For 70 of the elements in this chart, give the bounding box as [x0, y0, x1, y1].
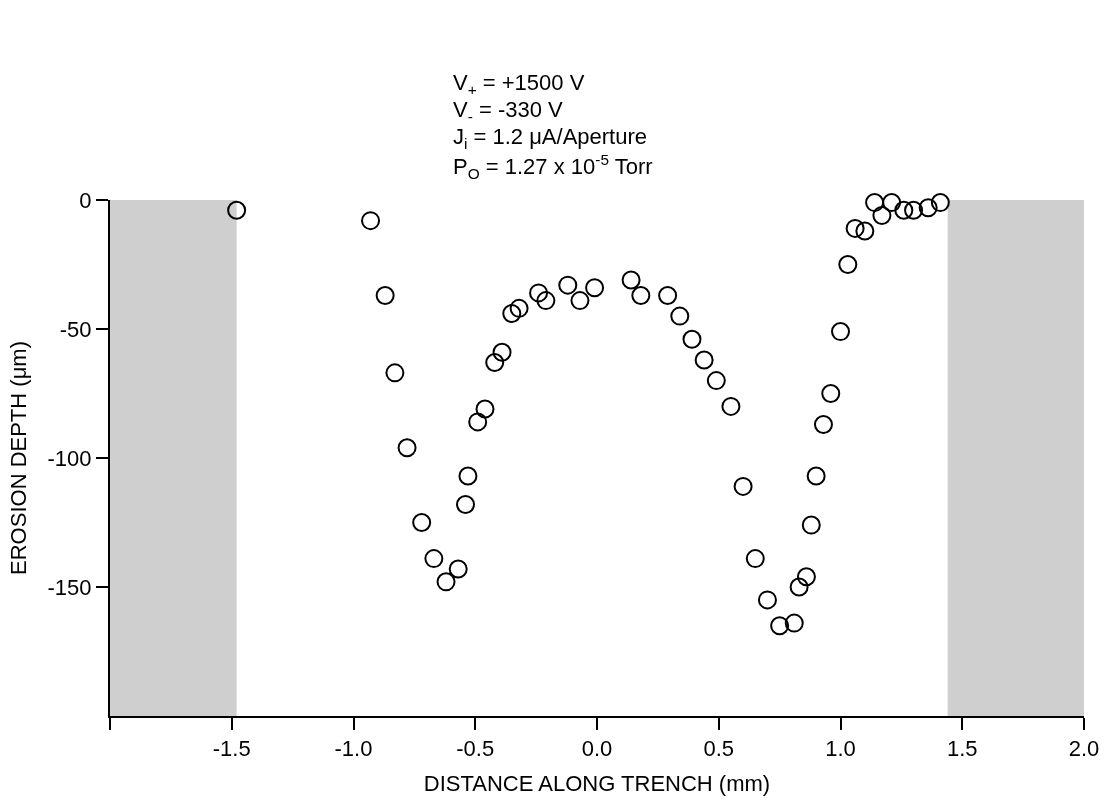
point	[509, 298, 529, 318]
point	[458, 466, 478, 486]
point	[502, 304, 522, 324]
y-tick-label: -50	[59, 316, 92, 342]
point	[227, 200, 247, 220]
point	[375, 285, 395, 305]
point	[456, 494, 476, 514]
point	[436, 572, 456, 592]
x-tick-label: 2.0	[1068, 736, 1100, 762]
point	[529, 283, 549, 303]
point	[536, 291, 556, 311]
point	[872, 205, 892, 225]
text: V$_{+}$ = +1500 V	[453, 70, 585, 98]
x-tick-label: 0.0	[581, 736, 613, 762]
point	[721, 396, 741, 416]
x-tick-label: 0.5	[703, 736, 735, 762]
point	[865, 193, 885, 213]
point	[918, 198, 938, 218]
point	[485, 353, 505, 373]
x-tick-label: 1.5	[946, 736, 978, 762]
point	[845, 218, 865, 238]
text: J$_{i}$ = 1.2 μA/Aperture	[453, 124, 648, 152]
point	[801, 515, 821, 535]
point	[694, 350, 714, 370]
point	[904, 200, 924, 220]
point	[894, 200, 914, 220]
point	[706, 371, 726, 391]
point	[475, 399, 495, 419]
point	[813, 414, 833, 434]
point	[882, 193, 902, 213]
point	[385, 363, 405, 383]
point	[745, 549, 765, 569]
point	[855, 221, 875, 241]
text: P$_{O}$ = 1.27 x 10$^{-5}$ Torr	[453, 151, 653, 182]
point	[424, 549, 444, 569]
y-tick-label: -100	[47, 445, 92, 471]
point	[658, 285, 678, 305]
point	[585, 278, 605, 298]
x-axis-title: DISTANCE ALONG TRENCH (mm)	[423, 770, 771, 796]
point	[682, 329, 702, 349]
point	[397, 438, 417, 458]
point	[757, 590, 777, 610]
point	[796, 567, 816, 587]
point	[570, 291, 590, 311]
y-tick-label: 0	[79, 187, 92, 213]
point	[806, 466, 826, 486]
x-tick-label: 1.0	[825, 736, 856, 762]
point	[930, 193, 950, 213]
point	[733, 476, 753, 496]
point	[770, 616, 790, 636]
y-tick-label: -150	[47, 574, 92, 600]
point	[789, 577, 809, 597]
point	[468, 412, 488, 432]
x-tick-label: -0.5	[456, 736, 495, 762]
point	[558, 275, 578, 295]
point	[361, 211, 381, 231]
point	[448, 559, 468, 579]
text: V$_{-}$ = -330 V	[453, 97, 564, 125]
point	[831, 322, 850, 342]
x-tick-label: -1.5	[212, 736, 251, 762]
point	[838, 255, 858, 274]
point	[670, 306, 690, 326]
point	[621, 270, 641, 290]
point	[412, 513, 432, 532]
point	[821, 384, 841, 403]
y-axis-title: EROSION DEPTH (μm)	[5, 341, 31, 575]
x-tick-label: -1.0	[334, 736, 373, 762]
point	[784, 613, 804, 633]
point	[631, 285, 651, 305]
point	[492, 342, 512, 362]
